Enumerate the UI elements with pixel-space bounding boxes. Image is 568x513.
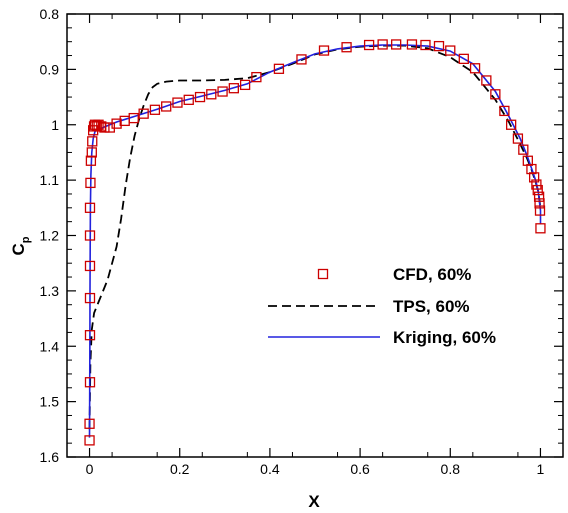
cfd-marker xyxy=(534,198,545,209)
y-tick-label: 0.8 xyxy=(40,6,60,22)
cfd-marker xyxy=(458,53,469,65)
legend-label: CFD, 60% xyxy=(393,265,471,284)
cfd-marker xyxy=(499,105,510,117)
y-tick-label: 0.9 xyxy=(40,61,60,77)
x-tick-label: 1 xyxy=(537,461,545,477)
series-layer xyxy=(84,39,546,446)
y-axis-title-group: Cp xyxy=(9,236,32,255)
cfd-marker xyxy=(391,39,402,50)
tps-line xyxy=(88,44,542,430)
cfd-marker xyxy=(518,144,529,155)
cfd-marker xyxy=(84,330,96,341)
cfd-marker xyxy=(84,377,96,388)
cfd-marker xyxy=(138,108,149,119)
legend-cfd-symbol xyxy=(317,268,329,280)
cfd-marker xyxy=(85,177,96,189)
cfd-marker xyxy=(531,179,542,190)
legend-label: Kriging, 60% xyxy=(393,328,496,347)
cfd-marker xyxy=(532,184,543,196)
cfd-marker xyxy=(84,202,96,213)
y-tick-label: 1.2 xyxy=(40,228,60,244)
legend: CFD, 60% TPS, 60% Kriging, 60% xyxy=(268,265,496,347)
cfd-marker xyxy=(535,223,546,234)
cfd-marker xyxy=(85,155,97,166)
y-tick-label: 1.6 xyxy=(40,449,60,465)
cfd-marker xyxy=(533,191,545,202)
x-tick-label: 0.8 xyxy=(441,461,461,477)
cfd-marker xyxy=(505,119,517,130)
cfd-marker xyxy=(534,205,546,216)
y-tick-label: 1 xyxy=(51,117,59,133)
cfd-marker xyxy=(86,147,97,158)
svg-text:Cp: Cp xyxy=(9,236,32,255)
cfd-marker xyxy=(445,45,456,56)
x-tick-label: 0 xyxy=(86,461,94,477)
y-tick-label: 1.1 xyxy=(40,172,60,188)
cfd-marker xyxy=(161,101,172,112)
cfd-marker xyxy=(433,40,445,52)
cfd-marker xyxy=(512,133,524,144)
cfd-marker xyxy=(363,39,375,51)
cfd-marker xyxy=(377,39,388,50)
y-tick-label: 1.5 xyxy=(40,394,60,410)
cfd-marker xyxy=(93,119,104,130)
y-axis-title-subscript: p xyxy=(20,236,32,243)
plot-frame xyxy=(66,13,564,458)
cfd-marker xyxy=(251,71,262,83)
cfd-marker xyxy=(341,42,352,53)
cfd-marker xyxy=(420,39,431,51)
y-tick-label: 1.3 xyxy=(40,283,60,299)
cfd-marker xyxy=(217,86,228,97)
kriging-line xyxy=(88,44,542,438)
cfd-marker xyxy=(273,63,285,74)
cfd-marker xyxy=(84,435,95,446)
cfd-marker xyxy=(111,118,122,129)
cfd-marker xyxy=(296,54,307,65)
cfd-marker xyxy=(406,39,418,50)
x-tick-label: 0.6 xyxy=(350,461,370,477)
cfd-marker xyxy=(183,94,194,105)
cfd-marker xyxy=(526,163,537,175)
cfd-marker xyxy=(228,83,239,94)
cfd-marker xyxy=(84,230,96,241)
cfd-marker xyxy=(522,155,533,166)
cfd-marker xyxy=(84,260,96,272)
cfd-marker xyxy=(128,112,139,124)
x-tick-label: 0.2 xyxy=(170,461,190,477)
cfd-marker xyxy=(469,63,481,74)
cfd-marker xyxy=(206,89,217,100)
cfd-marker xyxy=(87,136,98,147)
cfd-marker xyxy=(84,418,95,429)
legend-label: TPS, 60% xyxy=(393,297,470,316)
x-tick-label: 0.4 xyxy=(260,461,280,477)
y-tick-label: 1.4 xyxy=(40,338,60,354)
axes: 0 0.2 0.4 0.6 0.8 1 0.8 0.9 1 1.1 1.2 1.3 1.4 1.5 1.6 xyxy=(40,6,564,477)
cfd-marker xyxy=(99,122,110,133)
cfd-marker xyxy=(481,75,492,86)
cfd-marker xyxy=(528,172,540,183)
cfd-marker xyxy=(84,292,96,304)
cfd-marker xyxy=(172,97,183,108)
x-axis-title: X xyxy=(308,492,320,511)
cfd-marker xyxy=(149,104,161,115)
cfd-marker xyxy=(239,79,251,91)
y-axis-title: C xyxy=(9,243,28,255)
cfd-marker xyxy=(194,91,206,103)
cfd-marker xyxy=(318,45,330,56)
cfd-marker xyxy=(490,89,501,100)
